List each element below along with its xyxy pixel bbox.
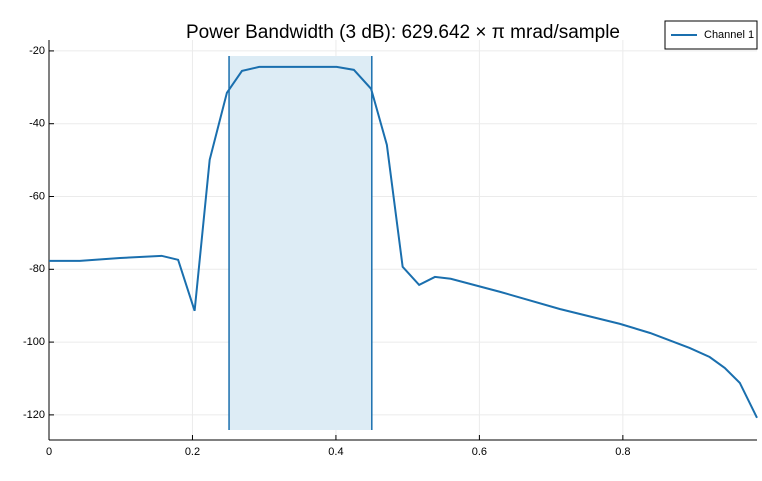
band [229, 56, 372, 430]
y-tick-label: -20 [29, 45, 45, 57]
legend-label: Channel 1 [704, 29, 754, 41]
y-tick-label: -80 [29, 263, 45, 275]
x-tick-label: 0.8 [615, 446, 630, 458]
y-tick-label: -60 [29, 190, 45, 202]
line [49, 65, 758, 419]
x-tick-label: 0.4 [328, 446, 343, 458]
y-tick-label: -100 [23, 336, 45, 348]
chart-title: Power Bandwidth (3 dB): 629.642 × π mrad… [186, 22, 620, 43]
x-tick-label: 0.6 [472, 446, 487, 458]
y-tick-label: -40 [29, 118, 45, 130]
y-tick-label: -120 [23, 409, 45, 421]
x-tick-label: 0 [46, 446, 52, 458]
x-tick-label: 0.2 [185, 446, 200, 458]
